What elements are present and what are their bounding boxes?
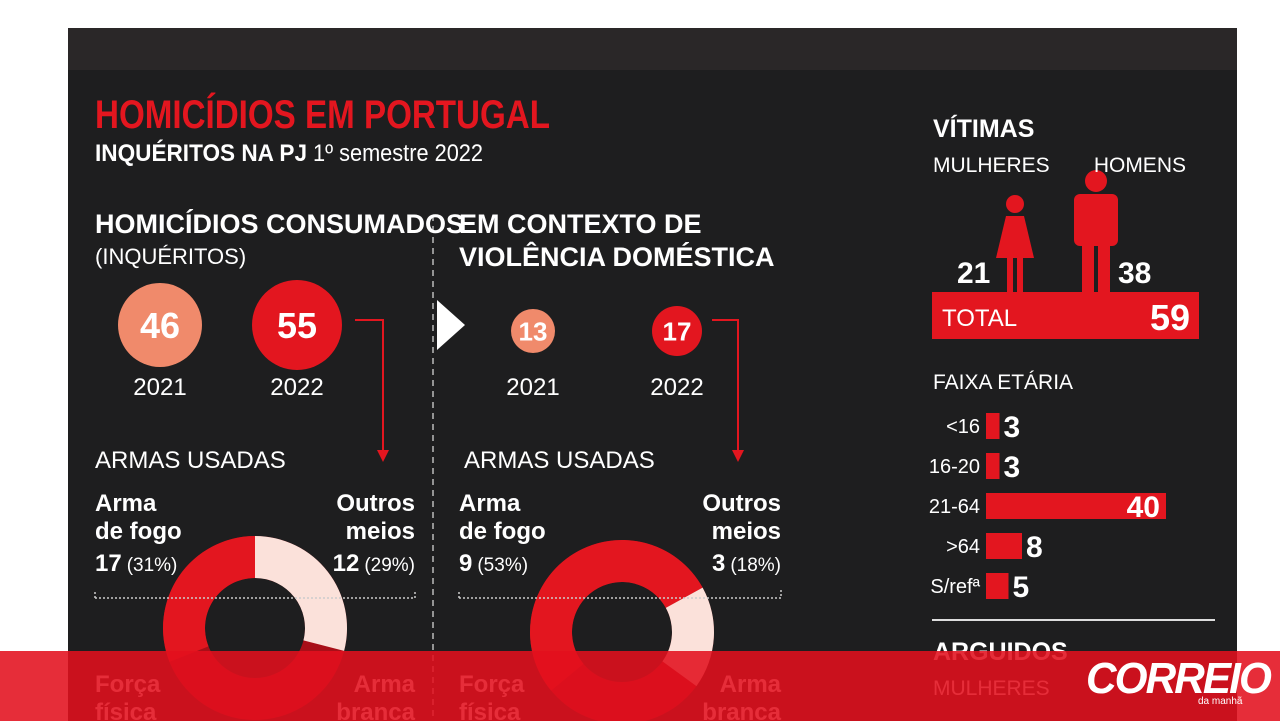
arrow <box>355 319 384 452</box>
age-value: 5 <box>1013 571 1030 604</box>
arrow-triangle <box>437 300 465 350</box>
year-value: 13 <box>519 316 548 346</box>
weapon-name: meios <box>712 518 781 545</box>
weapon-name: de fogo <box>95 518 182 545</box>
year-circle <box>252 280 342 370</box>
total-label: TOTAL <box>942 305 1017 332</box>
weapon-count: 3 (18%) <box>712 550 781 577</box>
section-note: (INQUÉRITOS) <box>95 244 246 269</box>
section-title: EM CONTEXTO DE <box>459 209 702 239</box>
weapon-name: meios <box>346 518 415 545</box>
logo: CORREIO <box>1086 654 1272 703</box>
year-circle <box>511 309 555 353</box>
age-value: 8 <box>1026 531 1043 564</box>
age-label: >64 <box>946 536 980 558</box>
donut-segment <box>255 536 347 651</box>
share: (53%) <box>477 555 528 576</box>
age-value: 3 <box>1004 451 1021 484</box>
donut-segment <box>162 536 255 662</box>
men-count: 38 <box>1118 257 1151 290</box>
age-value: 40 <box>1127 491 1160 524</box>
share: (29%) <box>364 555 415 576</box>
count: 9 <box>459 550 472 577</box>
arrow-head <box>732 450 744 462</box>
year-circle <box>652 306 702 356</box>
arrow <box>712 319 739 452</box>
logo-tagline: da manhã <box>1198 696 1243 707</box>
year-label: 2022 <box>650 374 703 401</box>
section-title: VIOLÊNCIA DOMÉSTICA <box>459 241 775 272</box>
weapon-name: de fogo <box>459 518 546 545</box>
year-label: 2021 <box>133 374 186 401</box>
age-bar <box>986 413 1000 439</box>
share: (31%) <box>127 555 178 576</box>
year-label: 2022 <box>270 374 323 401</box>
weapon-count: 12 (29%) <box>333 550 415 577</box>
weapon-name: Arma <box>95 490 157 517</box>
women-label: MULHERES <box>933 154 1050 177</box>
subtitle-bold: INQUÉRITOS NA PJ <box>95 139 307 167</box>
dotted-bracket <box>458 590 782 599</box>
count: 3 <box>712 550 725 577</box>
weapons-title: ARMAS USADAS <box>464 447 655 474</box>
dotted-bracket <box>94 590 416 599</box>
year-value: 46 <box>140 305 180 346</box>
year-value: 55 <box>277 305 317 346</box>
age-label: 21-64 <box>929 496 980 518</box>
weapon-name: Outros <box>702 490 781 517</box>
age-value: 3 <box>1004 411 1021 444</box>
age-label: S/refª <box>930 576 980 598</box>
age-label: <16 <box>946 416 980 438</box>
men-label: HOMENS <box>1094 154 1186 177</box>
age-bar <box>986 573 1009 599</box>
year-circle <box>118 283 202 367</box>
total-box <box>932 292 1199 339</box>
top-strip <box>68 28 1237 70</box>
woman-icon <box>996 195 1034 292</box>
share: (18%) <box>730 555 781 576</box>
arrow-head <box>377 450 389 462</box>
man-icon <box>1074 170 1118 292</box>
total-value: 59 <box>1150 297 1190 338</box>
age-title: FAIXA ETÁRIA <box>933 371 1073 394</box>
age-bar <box>986 493 1166 519</box>
weapon-name: Arma <box>459 490 521 517</box>
year-label: 2021 <box>506 374 559 401</box>
section-title: HOMICÍDIOS CONSUMADOS <box>95 208 464 239</box>
count: 17 <box>95 550 122 577</box>
age-bar <box>986 453 1000 479</box>
weapon-count: 9 (53%) <box>459 550 528 577</box>
weapon-count: 17 (31%) <box>95 550 177 577</box>
age-label: 16-20 <box>929 456 980 478</box>
banner <box>0 651 1280 721</box>
women-count: 21 <box>957 257 990 290</box>
subtitle: 1º semestre 2022 <box>313 140 483 167</box>
age-bar <box>986 533 1022 559</box>
count: 12 <box>333 550 360 577</box>
title: HOMICÍDIOS EM PORTUGAL <box>95 92 550 137</box>
year-value: 17 <box>663 316 692 346</box>
victims-title: VÍTIMAS <box>933 114 1034 143</box>
weapons-title: ARMAS USADAS <box>95 447 286 474</box>
weapon-name: Outros <box>336 490 415 517</box>
